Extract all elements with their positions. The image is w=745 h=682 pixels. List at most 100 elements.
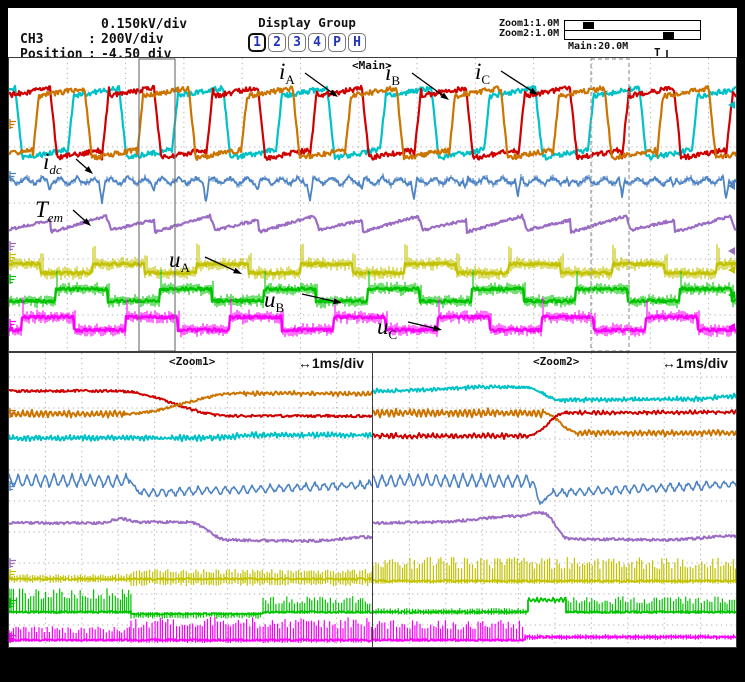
ground-marker-yellow bbox=[9, 252, 16, 262]
label-uA: uA bbox=[169, 247, 190, 275]
trace-iA bbox=[9, 431, 372, 443]
display-group-button-3[interactable]: 3 bbox=[288, 33, 306, 52]
label-iC: iC bbox=[475, 59, 491, 87]
ground-marker-purple bbox=[9, 241, 16, 251]
arrowhead-iB bbox=[440, 92, 449, 100]
ground-marker-blue bbox=[9, 481, 16, 491]
arrowhead-uA bbox=[233, 267, 242, 274]
label-idc: idc bbox=[43, 149, 62, 177]
trace-idc bbox=[373, 472, 736, 505]
zoom2-window-title: <Zoom2> bbox=[533, 355, 580, 368]
zoom2-timebase: ↔1ms/div bbox=[661, 355, 728, 371]
trace-idc bbox=[9, 173, 736, 205]
channel-info-colon: : bbox=[88, 32, 96, 47]
grid-dots bbox=[373, 353, 736, 647]
main-record-label: Main:20.0M bbox=[568, 41, 629, 52]
trace-iB bbox=[9, 84, 736, 161]
zoom2-position-bar[interactable] bbox=[565, 31, 700, 40]
trace-Tem bbox=[9, 516, 372, 544]
level-marker-green bbox=[728, 291, 735, 299]
ground-marker-blue bbox=[9, 171, 16, 181]
grid-dots bbox=[9, 58, 736, 351]
level-marker-blue bbox=[728, 182, 735, 190]
arrowhead-iA bbox=[329, 89, 338, 97]
position-colon: : bbox=[88, 47, 96, 62]
ground-marker-purple bbox=[9, 558, 16, 568]
zoom2-waveform-window: <Zoom2> ↔1ms/div bbox=[372, 352, 737, 648]
arrow-iC bbox=[500, 70, 535, 94]
channel-scale-kv: 0.150kV/div bbox=[101, 17, 188, 32]
trace-uC bbox=[9, 297, 736, 338]
zoom2-waveform-plot bbox=[373, 353, 736, 647]
label-uB: uB bbox=[264, 287, 285, 315]
main-waveform-plot bbox=[9, 58, 736, 351]
trace-iC bbox=[9, 389, 372, 419]
zoom1-position-bar[interactable] bbox=[565, 21, 700, 31]
trace-iA bbox=[9, 84, 736, 161]
zoom1-ratio-label: Zoom1:1.0M bbox=[499, 18, 560, 29]
trace-uB bbox=[373, 596, 736, 615]
main-waveform-window: <Main> iA iB iC idc Tem uA uB uC bbox=[8, 57, 737, 352]
trace-iA bbox=[373, 384, 736, 404]
trace-iB bbox=[373, 409, 736, 440]
channel-info-row-1: 0.150kV/div bbox=[20, 17, 187, 32]
trace-uC bbox=[373, 620, 736, 642]
channel-scale-v: 200V/div bbox=[101, 32, 164, 47]
display-group-button-2[interactable]: 2 bbox=[268, 33, 286, 52]
channel-info-spacer bbox=[20, 17, 88, 32]
header-bar: 0.150kV/div CH3:200V/div Position: -4.50 … bbox=[8, 8, 737, 64]
zoom1-window-title: <Zoom1> bbox=[169, 355, 216, 368]
trace-idc bbox=[9, 472, 372, 498]
ground-marker-yellow bbox=[9, 569, 16, 579]
trace-uB bbox=[9, 588, 372, 619]
arrowhead-Tem bbox=[82, 218, 91, 226]
arrowhead-uC bbox=[433, 325, 442, 331]
label-Tem: Tem bbox=[35, 197, 63, 225]
label-uC: uC bbox=[377, 314, 398, 342]
ground-marker-magenta bbox=[9, 319, 16, 329]
record-position-bars bbox=[564, 20, 701, 40]
trace-uA bbox=[9, 243, 736, 281]
zoom1-region-box[interactable] bbox=[138, 58, 176, 351]
ground-marker-green bbox=[9, 274, 16, 284]
trace-uA bbox=[373, 557, 736, 584]
arrow-uC bbox=[407, 321, 439, 330]
label-iB: iB bbox=[385, 60, 401, 88]
zoom-bar-labels: Zoom1:1.0M Zoom2:1.0M bbox=[499, 19, 559, 38]
main-window-title: <Main> bbox=[352, 59, 392, 72]
trace-uC bbox=[9, 617, 372, 643]
arrowhead-iC bbox=[529, 87, 538, 95]
zoom2-region-box[interactable] bbox=[590, 58, 630, 351]
arrow-iB bbox=[411, 72, 447, 99]
trigger-label: T bbox=[654, 46, 661, 59]
channel-name: CH3 bbox=[20, 32, 44, 47]
zoom1-waveform-plot bbox=[9, 353, 372, 647]
ground-marker-green bbox=[9, 598, 16, 608]
display-group-button-4[interactable]: 4 bbox=[308, 33, 326, 52]
channel-info-sep-blank bbox=[88, 17, 101, 32]
display-group-button-H[interactable]: H bbox=[348, 33, 366, 52]
arrow-iA bbox=[304, 72, 336, 96]
ground-marker-orange bbox=[9, 119, 16, 129]
level-marker-magenta bbox=[728, 323, 735, 331]
level-marker-yellow bbox=[728, 266, 735, 274]
arrow-uA bbox=[204, 256, 239, 273]
trace-uA bbox=[9, 569, 372, 586]
display-group-button-P[interactable]: P bbox=[328, 33, 346, 52]
zoom2-position-marker[interactable] bbox=[663, 32, 674, 39]
arrowhead-uB bbox=[333, 298, 342, 305]
display-group-button-1[interactable]: 1 bbox=[248, 33, 266, 52]
level-marker-cyan bbox=[728, 101, 735, 109]
label-iA: iA bbox=[279, 59, 295, 87]
channel-info-row-2: CH3:200V/div bbox=[20, 32, 187, 47]
trace-Tem bbox=[373, 510, 736, 543]
ground-marker-magenta bbox=[9, 633, 16, 643]
trace-iC bbox=[9, 85, 736, 161]
trace-Tem bbox=[9, 213, 736, 235]
zoom1-position-marker[interactable] bbox=[583, 22, 594, 29]
arrowhead-idc bbox=[84, 166, 93, 174]
trace-iB bbox=[9, 388, 372, 419]
